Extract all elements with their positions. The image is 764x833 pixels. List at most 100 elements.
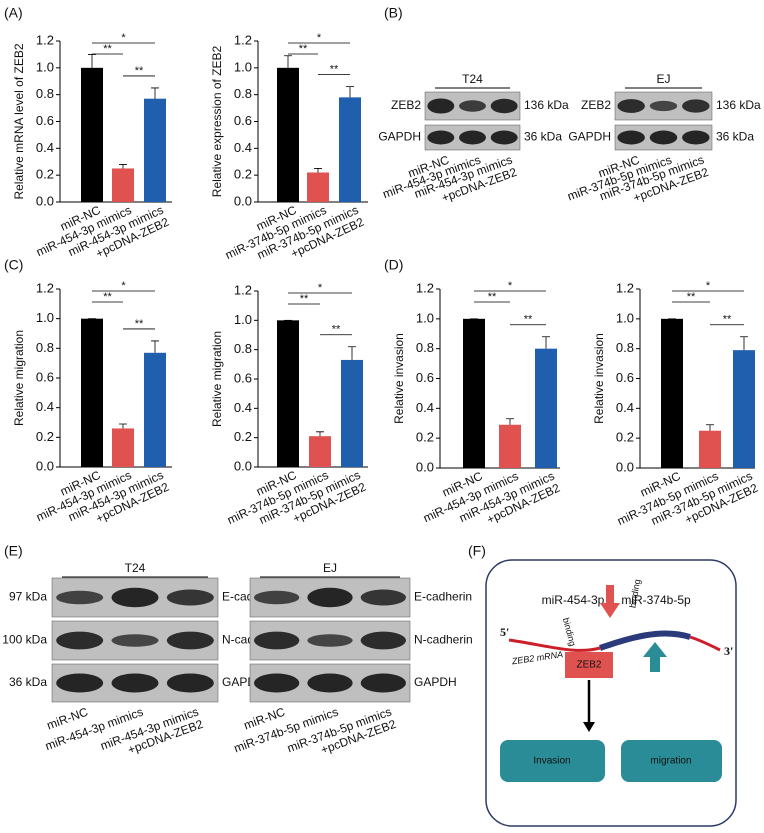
error-bar xyxy=(316,431,324,437)
binding-region xyxy=(599,630,691,651)
mrna-strand xyxy=(689,635,721,652)
blot-band xyxy=(56,673,104,693)
significance-label: ** xyxy=(135,318,144,330)
mirna-label: miR-374b-5p xyxy=(621,593,691,607)
y-tick-label: 0.2 xyxy=(36,167,54,182)
panel-label: (A) xyxy=(4,5,23,21)
outcome-label: Invasion xyxy=(533,756,570,767)
size-label: 136 kDa xyxy=(716,98,761,112)
y-tick-label: 1.0 xyxy=(234,312,252,327)
blot-band xyxy=(307,587,353,608)
bar xyxy=(112,428,134,467)
y-axis-label: Relative expression of ZEB2 xyxy=(210,45,224,197)
error-bar xyxy=(284,55,292,68)
error-bar xyxy=(348,346,356,360)
blot-band xyxy=(649,130,678,145)
blot-band xyxy=(459,130,486,145)
protein-label: E-cadherin xyxy=(414,590,472,604)
size-label: 36 kDa xyxy=(524,130,562,144)
blot-band xyxy=(617,130,645,145)
bar xyxy=(339,97,361,202)
y-tick-label: 1.0 xyxy=(234,59,252,74)
y-tick-label: 0.8 xyxy=(416,340,434,355)
y-tick-label: 0.8 xyxy=(234,86,252,101)
blot-band xyxy=(360,631,407,650)
size-label: 36 kDa xyxy=(9,675,47,689)
y-tick-label: 1.2 xyxy=(616,280,634,295)
panel-label: (C) xyxy=(4,257,23,273)
y-axis-label: Relative migration xyxy=(210,331,224,427)
y-tick-label: 0.8 xyxy=(36,340,54,355)
blot-band xyxy=(360,589,407,606)
blot-band xyxy=(253,673,300,693)
bar xyxy=(277,320,299,467)
y-tick-label: 0.6 xyxy=(234,370,252,385)
significance-label: * xyxy=(317,32,322,44)
protein-label: N-cadherin xyxy=(414,633,473,647)
y-tick-label: 0.6 xyxy=(416,370,434,385)
y-tick-label: 0.6 xyxy=(36,369,54,384)
protein-label: GAPDH xyxy=(568,130,611,144)
five-prime: 5' xyxy=(500,625,509,639)
error-bar xyxy=(151,87,159,99)
significance-label: * xyxy=(706,280,711,292)
protein-label: GAPDH xyxy=(414,675,457,689)
error-bar xyxy=(119,423,127,429)
bar xyxy=(81,67,103,202)
outcome-box xyxy=(500,740,605,782)
blot-band xyxy=(682,130,710,145)
y-tick-label: 1.0 xyxy=(36,59,54,74)
error-bar xyxy=(119,164,127,169)
y-tick-label: 0.0 xyxy=(234,193,252,208)
blot-band xyxy=(56,631,104,650)
y-axis-label: Relative invasion xyxy=(392,333,406,424)
blot-band xyxy=(253,631,300,650)
significance-label: ** xyxy=(300,293,309,305)
blot-band xyxy=(56,590,104,605)
bar xyxy=(499,424,521,468)
blot-band xyxy=(166,589,214,606)
y-tick-label: 0.4 xyxy=(36,140,54,155)
significance-label: ** xyxy=(299,43,308,55)
y-tick-label: 1.2 xyxy=(36,32,54,47)
bar xyxy=(277,67,299,202)
significance-label: ** xyxy=(723,314,732,326)
y-tick-label: 0.0 xyxy=(416,459,434,474)
protein-box xyxy=(565,652,613,678)
significance-label: * xyxy=(508,280,513,292)
significance-label: ** xyxy=(103,291,112,303)
bar xyxy=(733,350,755,468)
blot-band xyxy=(682,99,710,113)
protein-label: GAPDH xyxy=(378,130,421,144)
y-tick-label: 0.8 xyxy=(616,340,634,355)
significance-label: ** xyxy=(330,64,339,76)
lane-label: miR-374b-5p mimics+pcDNA-ZEB2 xyxy=(285,705,398,768)
y-tick-label: 0.2 xyxy=(36,429,54,444)
blot-band xyxy=(649,100,678,112)
outcome-box xyxy=(621,740,722,782)
blot-band xyxy=(490,98,518,114)
bar xyxy=(309,436,331,467)
outcome-label: migration xyxy=(650,756,691,767)
y-tick-label: 0.0 xyxy=(616,459,634,474)
significance-label: ** xyxy=(332,324,341,336)
y-tick-label: 0.0 xyxy=(36,458,54,473)
error-bar xyxy=(88,54,96,68)
blot-band xyxy=(490,130,518,145)
blot-band xyxy=(111,634,159,647)
blot-band xyxy=(307,673,353,693)
bar xyxy=(81,318,103,467)
cell-line-label: T24 xyxy=(462,72,483,86)
y-tick-label: 0.4 xyxy=(36,399,54,414)
significance-label: * xyxy=(121,32,126,44)
significance-label: ** xyxy=(488,291,497,303)
blot-band xyxy=(111,587,159,608)
blot-band xyxy=(427,130,455,145)
y-tick-label: 1.2 xyxy=(234,32,252,47)
y-tick-label: 0.6 xyxy=(36,113,54,128)
protein-label: ZEB2 xyxy=(581,98,611,112)
panel-label: (F) xyxy=(468,543,486,559)
panel-label: (B) xyxy=(384,5,403,21)
mirna-label: miR-454-3p xyxy=(542,593,605,607)
